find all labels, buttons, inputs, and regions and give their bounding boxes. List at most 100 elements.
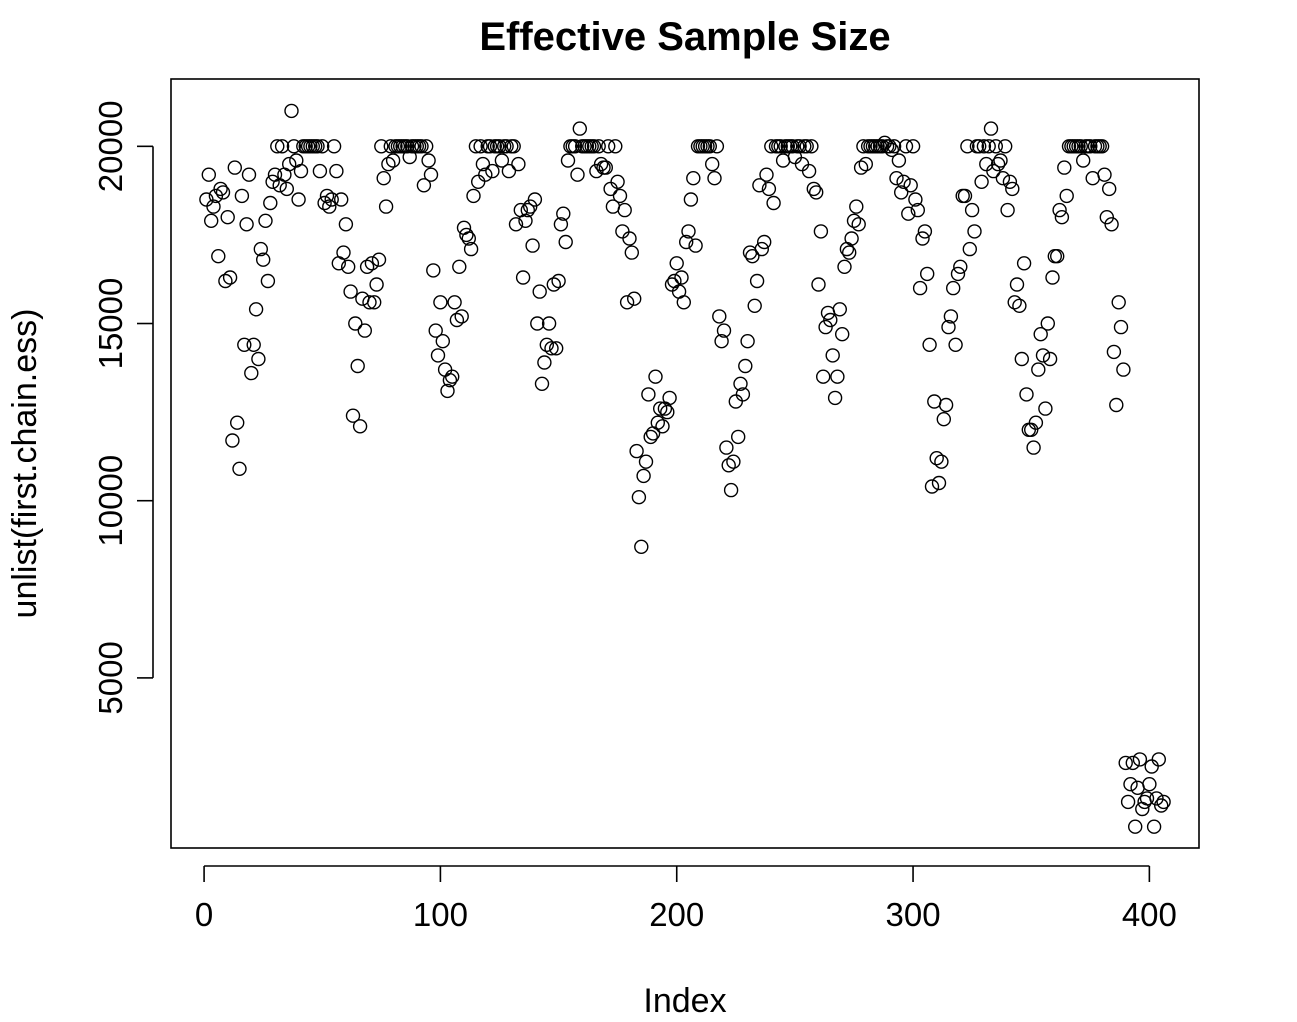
data-point [449, 312, 465, 328]
data-point [990, 156, 1006, 172]
data-point [1127, 819, 1143, 834]
data-point [225, 433, 240, 448]
data-point [454, 309, 469, 324]
data-point [901, 206, 916, 221]
x-axis-label: Index [643, 982, 726, 1020]
data-point [1019, 387, 1034, 402]
data-point [849, 199, 864, 214]
data-point [738, 358, 753, 374]
data-point [806, 181, 821, 197]
data-point [764, 139, 779, 154]
data-point [1023, 422, 1039, 437]
data-point [282, 156, 297, 172]
data-point [499, 139, 514, 154]
data-point [830, 369, 845, 384]
data-point [336, 245, 351, 260]
data-point [419, 139, 434, 154]
data-point [811, 277, 826, 292]
data-point [714, 334, 729, 349]
data-point [759, 167, 774, 182]
data-point [943, 309, 959, 324]
data-point [317, 195, 332, 211]
data-point [745, 249, 760, 264]
data-point [265, 174, 280, 190]
data-point [241, 167, 257, 182]
data-point [773, 139, 788, 154]
data-point [215, 185, 231, 200]
data-point [766, 195, 781, 211]
data-point [910, 202, 925, 218]
plot-frame [170, 78, 1200, 849]
data-point [889, 170, 904, 186]
data-point [367, 295, 382, 310]
data-point [1033, 327, 1048, 342]
y-tick-label: 5000 [92, 641, 129, 714]
data-point [660, 404, 675, 420]
data-point [416, 178, 432, 193]
data-point [1097, 167, 1112, 182]
data-point [525, 238, 540, 253]
data-point [385, 153, 401, 168]
data-point [986, 163, 1001, 179]
data-point [567, 139, 583, 154]
data-point [844, 231, 859, 246]
data-point [329, 163, 344, 179]
data-point [674, 270, 689, 285]
x-tick-label: 400 [1122, 896, 1177, 933]
data-point [853, 160, 869, 175]
data-point [244, 365, 259, 381]
data-point [357, 323, 372, 338]
data-point [683, 192, 699, 207]
data-point [882, 139, 897, 154]
data-point [251, 351, 266, 367]
y-tick-label: 20000 [92, 100, 129, 192]
data-point [229, 415, 245, 430]
data-point [785, 139, 800, 154]
data-point [508, 217, 524, 232]
data-point [702, 139, 717, 154]
data-point [593, 156, 609, 172]
data-point [1031, 362, 1046, 377]
data-point [515, 270, 531, 285]
data-point [681, 224, 696, 239]
data-point [239, 217, 254, 232]
data-point [1109, 397, 1124, 413]
data-point [475, 156, 491, 172]
data-point [530, 316, 545, 331]
data-point [258, 213, 273, 229]
data-point [648, 369, 663, 384]
data-point [218, 273, 233, 289]
data-point [315, 139, 330, 154]
data-point [1132, 752, 1148, 767]
x-axis: 0 100 200 300 400 [195, 865, 1177, 933]
data-point [905, 139, 921, 154]
data-point [284, 103, 299, 119]
data-point [312, 163, 328, 179]
data-point [591, 139, 606, 154]
data-point [598, 160, 613, 175]
data-point [608, 139, 623, 154]
data-point [589, 163, 604, 179]
data-point [428, 323, 443, 338]
data-point [291, 192, 306, 207]
data-point [466, 188, 481, 204]
data-point [716, 323, 732, 338]
data-point [463, 241, 479, 257]
data-point [501, 163, 517, 179]
data-point [686, 170, 701, 186]
data-point [445, 369, 460, 384]
data-point [1101, 181, 1117, 197]
data-point [964, 202, 980, 218]
data-point [1040, 316, 1056, 331]
data-point [735, 387, 751, 402]
data-point [960, 139, 975, 154]
data-point [731, 429, 746, 445]
data-point [506, 139, 521, 154]
data-point [546, 277, 561, 292]
data-point [220, 209, 235, 225]
data-point [749, 273, 765, 289]
data-point [208, 188, 224, 204]
data-point [709, 139, 725, 154]
data-point [447, 295, 462, 310]
